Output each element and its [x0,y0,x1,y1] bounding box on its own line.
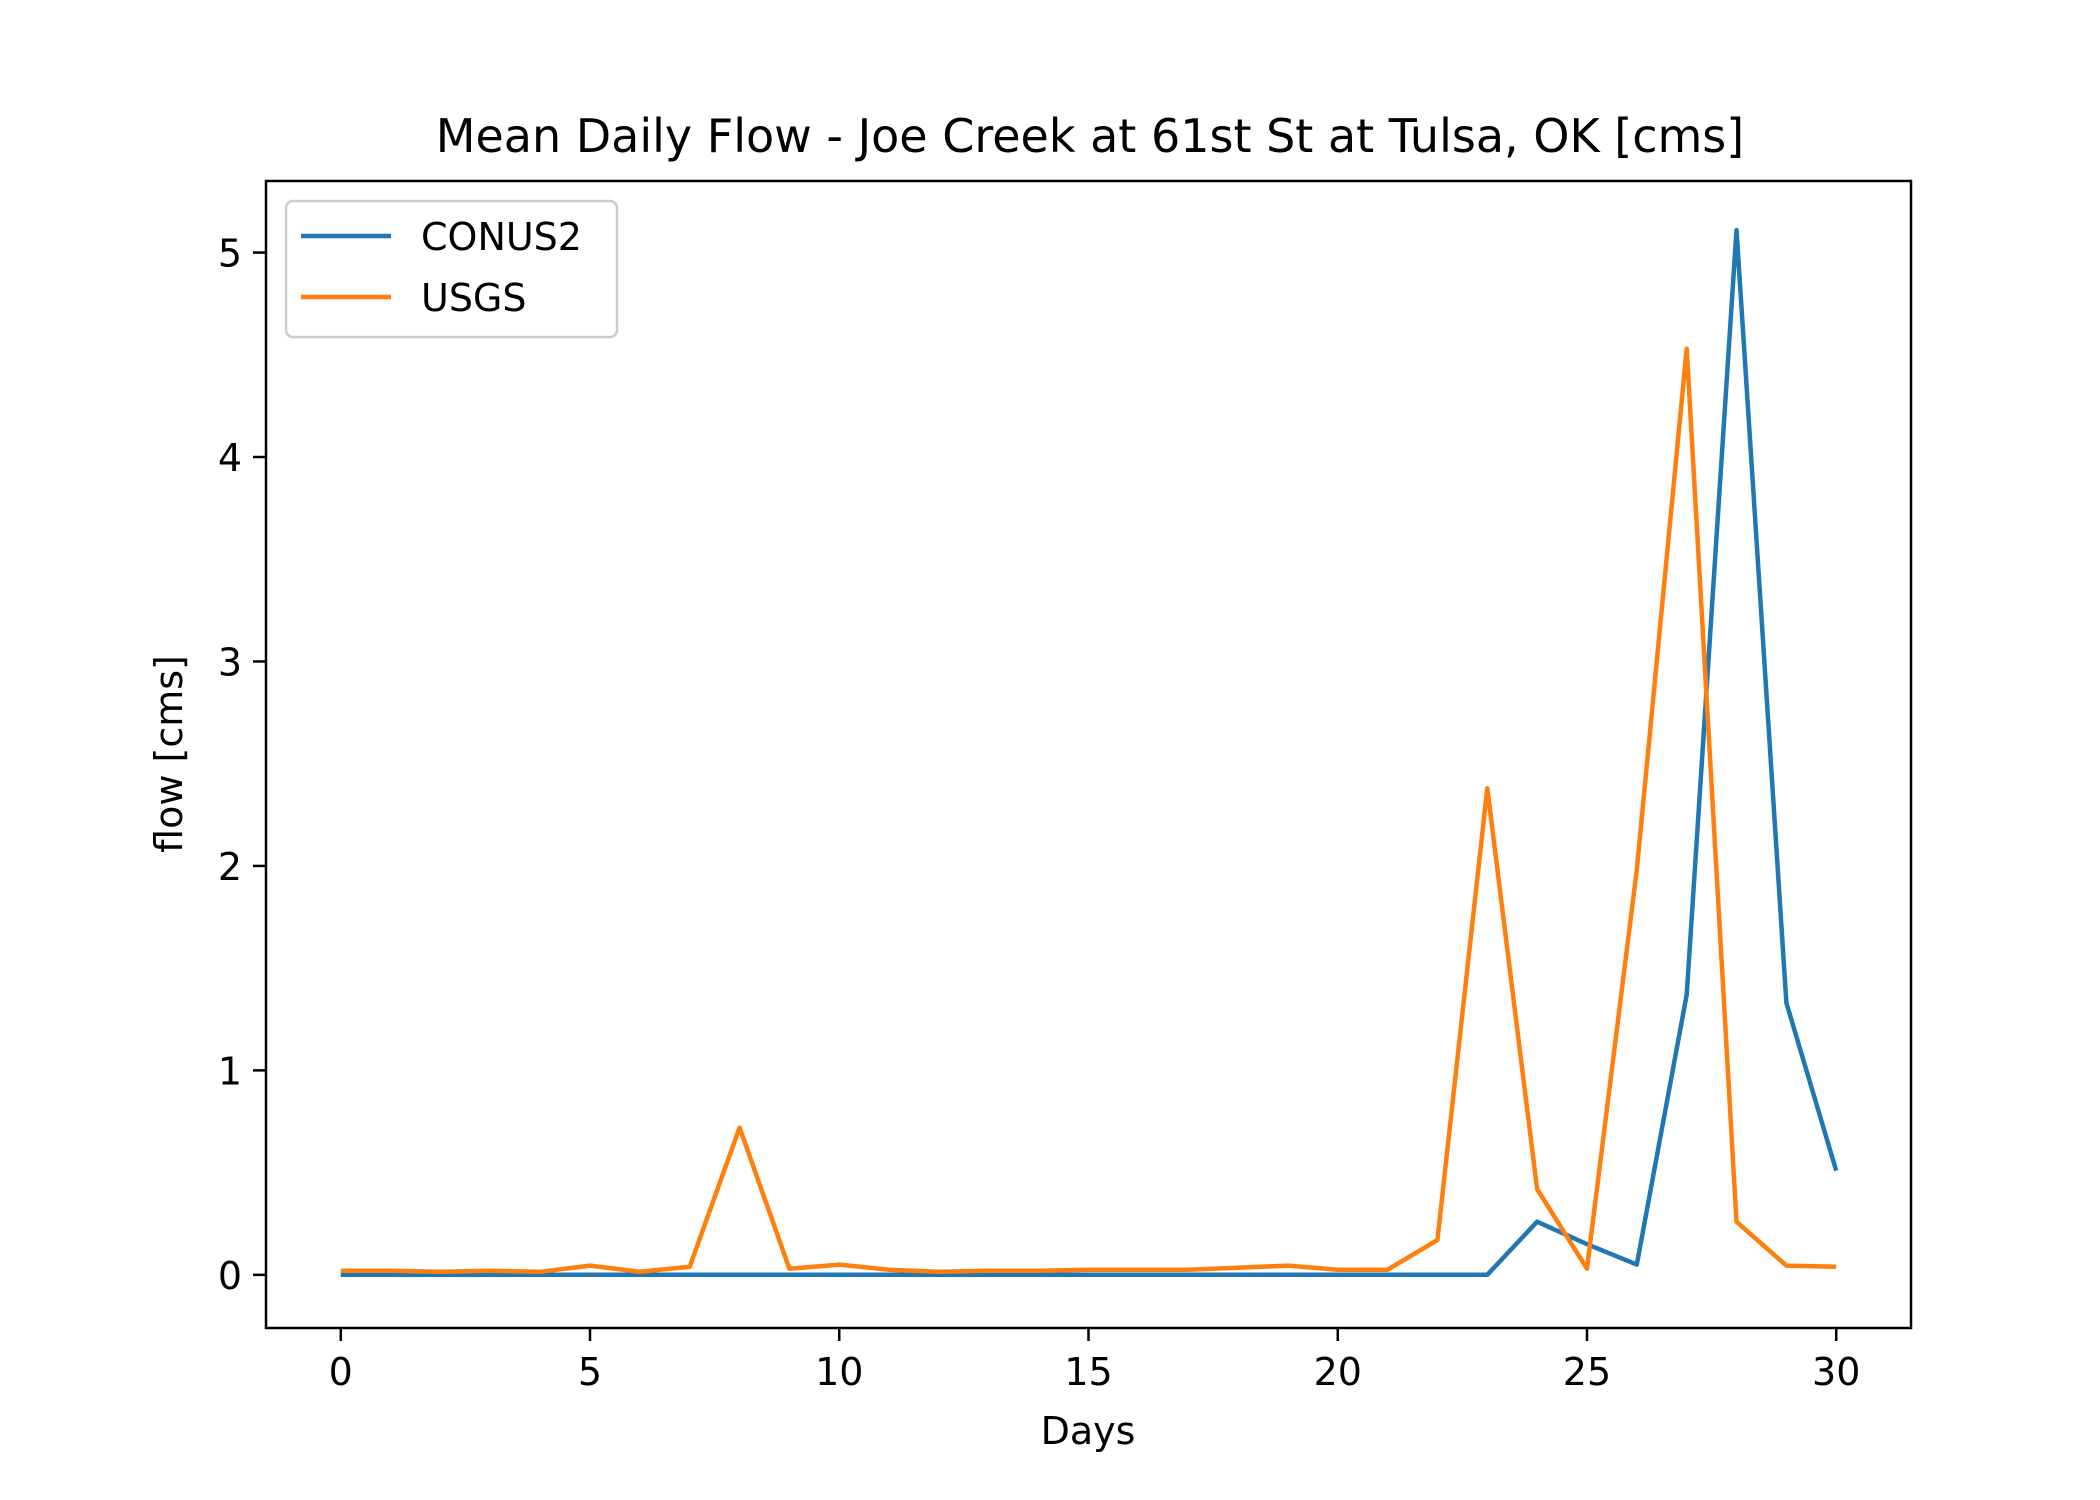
legend-label-usgs: USGS [421,276,527,320]
x-axis-label: Days [1041,1409,1136,1453]
y-axis-label: flow [cms] [147,655,191,853]
y-tick-label: 3 [218,640,242,684]
y-tick-label: 1 [218,1049,242,1093]
y-tick-label: 0 [218,1254,242,1298]
x-tick-label: 10 [815,1350,863,1394]
y-tick-label: 5 [218,232,242,276]
plot-area [264,179,1913,1330]
x-tick-label: 25 [1563,1350,1611,1394]
legend: CONUS2 USGS [284,199,619,339]
series-line-usgs [340,346,1837,1275]
x-tick-label: 30 [1812,1350,1860,1394]
y-tick-label: 4 [218,436,242,480]
y-axis-ticks: 0 1 2 3 4 5 [218,232,266,1298]
x-axis-ticks: 0 5 10 15 20 25 30 [329,1328,1860,1394]
series-line-conus2 [340,227,1839,1278]
x-tick-label: 0 [329,1350,353,1394]
chart-title: Mean Daily Flow - Joe Creek at 61st St a… [436,109,1744,163]
x-tick-label: 20 [1314,1350,1362,1394]
x-tick-label: 15 [1064,1350,1112,1394]
x-tick-label: 5 [578,1350,602,1394]
series-lines [340,227,1839,1278]
y-tick-label: 2 [218,845,242,889]
plot-background [266,181,1911,1328]
legend-label-conus2: CONUS2 [421,215,582,259]
